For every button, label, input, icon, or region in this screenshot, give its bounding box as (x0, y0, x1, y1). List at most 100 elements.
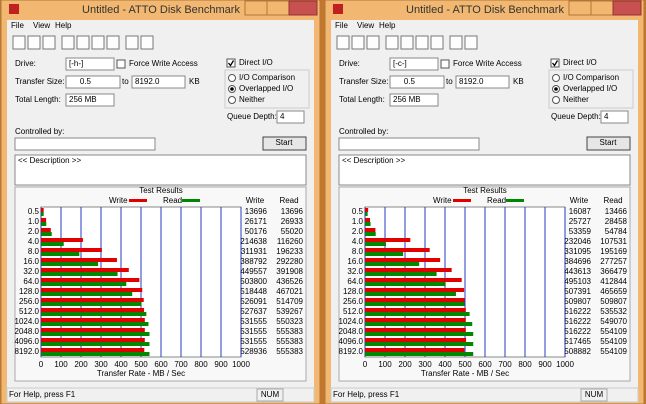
force-write-label: Force Write Access (453, 59, 522, 68)
toolbar-button[interactable] (351, 35, 365, 50)
force-write-checkbox[interactable] (440, 59, 450, 69)
write-value: 516222 (564, 307, 591, 316)
total-length-select[interactable] (389, 93, 439, 107)
category-label: 8192.0 (339, 347, 364, 356)
maximize-button[interactable] (266, 0, 290, 16)
x-tick-label: 200 (74, 360, 88, 369)
start-label[interactable]: Start (600, 138, 618, 147)
read-value: 555383 (276, 327, 303, 336)
write-value: 518448 (240, 287, 267, 296)
write-value: 507391 (564, 287, 591, 296)
toolbar-button[interactable] (106, 35, 120, 50)
controlled-by-select[interactable] (338, 137, 480, 151)
read-value: 28458 (605, 217, 628, 226)
status-text: For Help, press F1 (9, 390, 76, 399)
toolbar-button[interactable] (42, 35, 56, 50)
read-value: 467021 (276, 287, 303, 296)
num-text: NUM (261, 390, 280, 399)
read-bar (41, 222, 47, 226)
minimize-button[interactable] (568, 0, 592, 16)
toolbar-button[interactable] (464, 35, 478, 50)
transfer-to-select[interactable] (455, 75, 510, 89)
io-radio[interactable] (228, 96, 236, 104)
category-label: 1024.0 (339, 317, 364, 326)
transfer-from-select[interactable] (65, 75, 121, 89)
close-button[interactable] (288, 0, 318, 16)
write-bar (365, 268, 452, 272)
toolbar-button[interactable] (415, 35, 429, 50)
x-tick-label: 200 (398, 360, 412, 369)
menu-item[interactable]: File (11, 21, 24, 30)
read-value: 196233 (276, 247, 303, 256)
io-radio[interactable] (552, 74, 560, 82)
write-bar (365, 248, 430, 252)
menu-item[interactable]: View (357, 21, 374, 30)
start-label[interactable]: Start (276, 138, 294, 147)
direct-io-checkbox[interactable] (550, 58, 560, 68)
transfer-to: 8192.0 (459, 77, 484, 86)
queue-depth-select[interactable] (276, 110, 305, 124)
toolbar-button[interactable] (385, 35, 399, 50)
minimize-button[interactable] (244, 0, 268, 16)
start-button[interactable] (586, 136, 631, 151)
radio-dot (554, 87, 558, 91)
menu-item[interactable]: File (335, 21, 348, 30)
toolbar-button[interactable] (400, 35, 414, 50)
drive-select[interactable] (389, 57, 439, 71)
direct-io-label: Direct I/O (239, 58, 273, 67)
toolbar-button[interactable] (449, 35, 463, 50)
force-write-checkbox[interactable] (116, 59, 126, 69)
write-bar (41, 328, 145, 332)
total-length-label: Total Length: (339, 95, 385, 104)
queue-depth-select[interactable] (600, 110, 629, 124)
transfer-from-select[interactable] (389, 75, 445, 89)
read-value: 554109 (600, 337, 627, 346)
window-title: Untitled - ATTO Disk Benchmark (82, 4, 240, 16)
total-length-select[interactable] (65, 93, 115, 107)
read-bar (41, 272, 118, 276)
write-value: 516222 (564, 327, 591, 336)
maximize-button[interactable] (590, 0, 614, 16)
read-value: 514709 (276, 297, 303, 306)
category-label: 1.0 (352, 217, 364, 226)
legend-label: Read (487, 196, 506, 205)
toolbar-button[interactable] (125, 35, 139, 50)
write-bar (41, 208, 44, 212)
io-radio[interactable] (552, 96, 560, 104)
menu-item[interactable]: View (33, 21, 50, 30)
write-bar (41, 238, 83, 242)
close-button[interactable] (612, 0, 642, 16)
toolbar-button[interactable] (76, 35, 90, 50)
io-radio[interactable] (228, 74, 236, 82)
category-label: 256.0 (19, 297, 40, 306)
read-bar (365, 212, 368, 216)
toolbar-button[interactable] (366, 35, 380, 50)
toolbar-button[interactable] (61, 35, 75, 50)
read-bar (41, 242, 64, 246)
start-button[interactable] (262, 136, 307, 151)
direct-io-checkbox[interactable] (226, 58, 236, 68)
category-label: 256.0 (343, 297, 364, 306)
drive-select[interactable] (65, 57, 115, 71)
toolbar-button[interactable] (140, 35, 154, 50)
status-text: For Help, press F1 (333, 390, 400, 399)
write-value: 384696 (564, 257, 591, 266)
read-bar (365, 272, 437, 276)
read-bar (41, 212, 44, 216)
menu-item[interactable]: Help (379, 21, 396, 30)
category-label: 16.0 (23, 257, 39, 266)
toolbar-button[interactable] (91, 35, 105, 50)
transfer-to-select[interactable] (131, 75, 186, 89)
read-value: 509807 (600, 297, 627, 306)
toolbar-button[interactable] (336, 35, 350, 50)
controlled-by-select[interactable] (14, 137, 156, 151)
toolbar-button[interactable] (27, 35, 41, 50)
read-value: 550323 (276, 317, 303, 326)
write-value: 503800 (240, 277, 267, 286)
toolbar-button[interactable] (12, 35, 26, 50)
toolbar-button[interactable] (430, 35, 444, 50)
menu-item[interactable]: Help (55, 21, 72, 30)
write-bar (41, 288, 143, 292)
description-text: << Description >> (18, 156, 81, 165)
read-bar (41, 322, 149, 326)
